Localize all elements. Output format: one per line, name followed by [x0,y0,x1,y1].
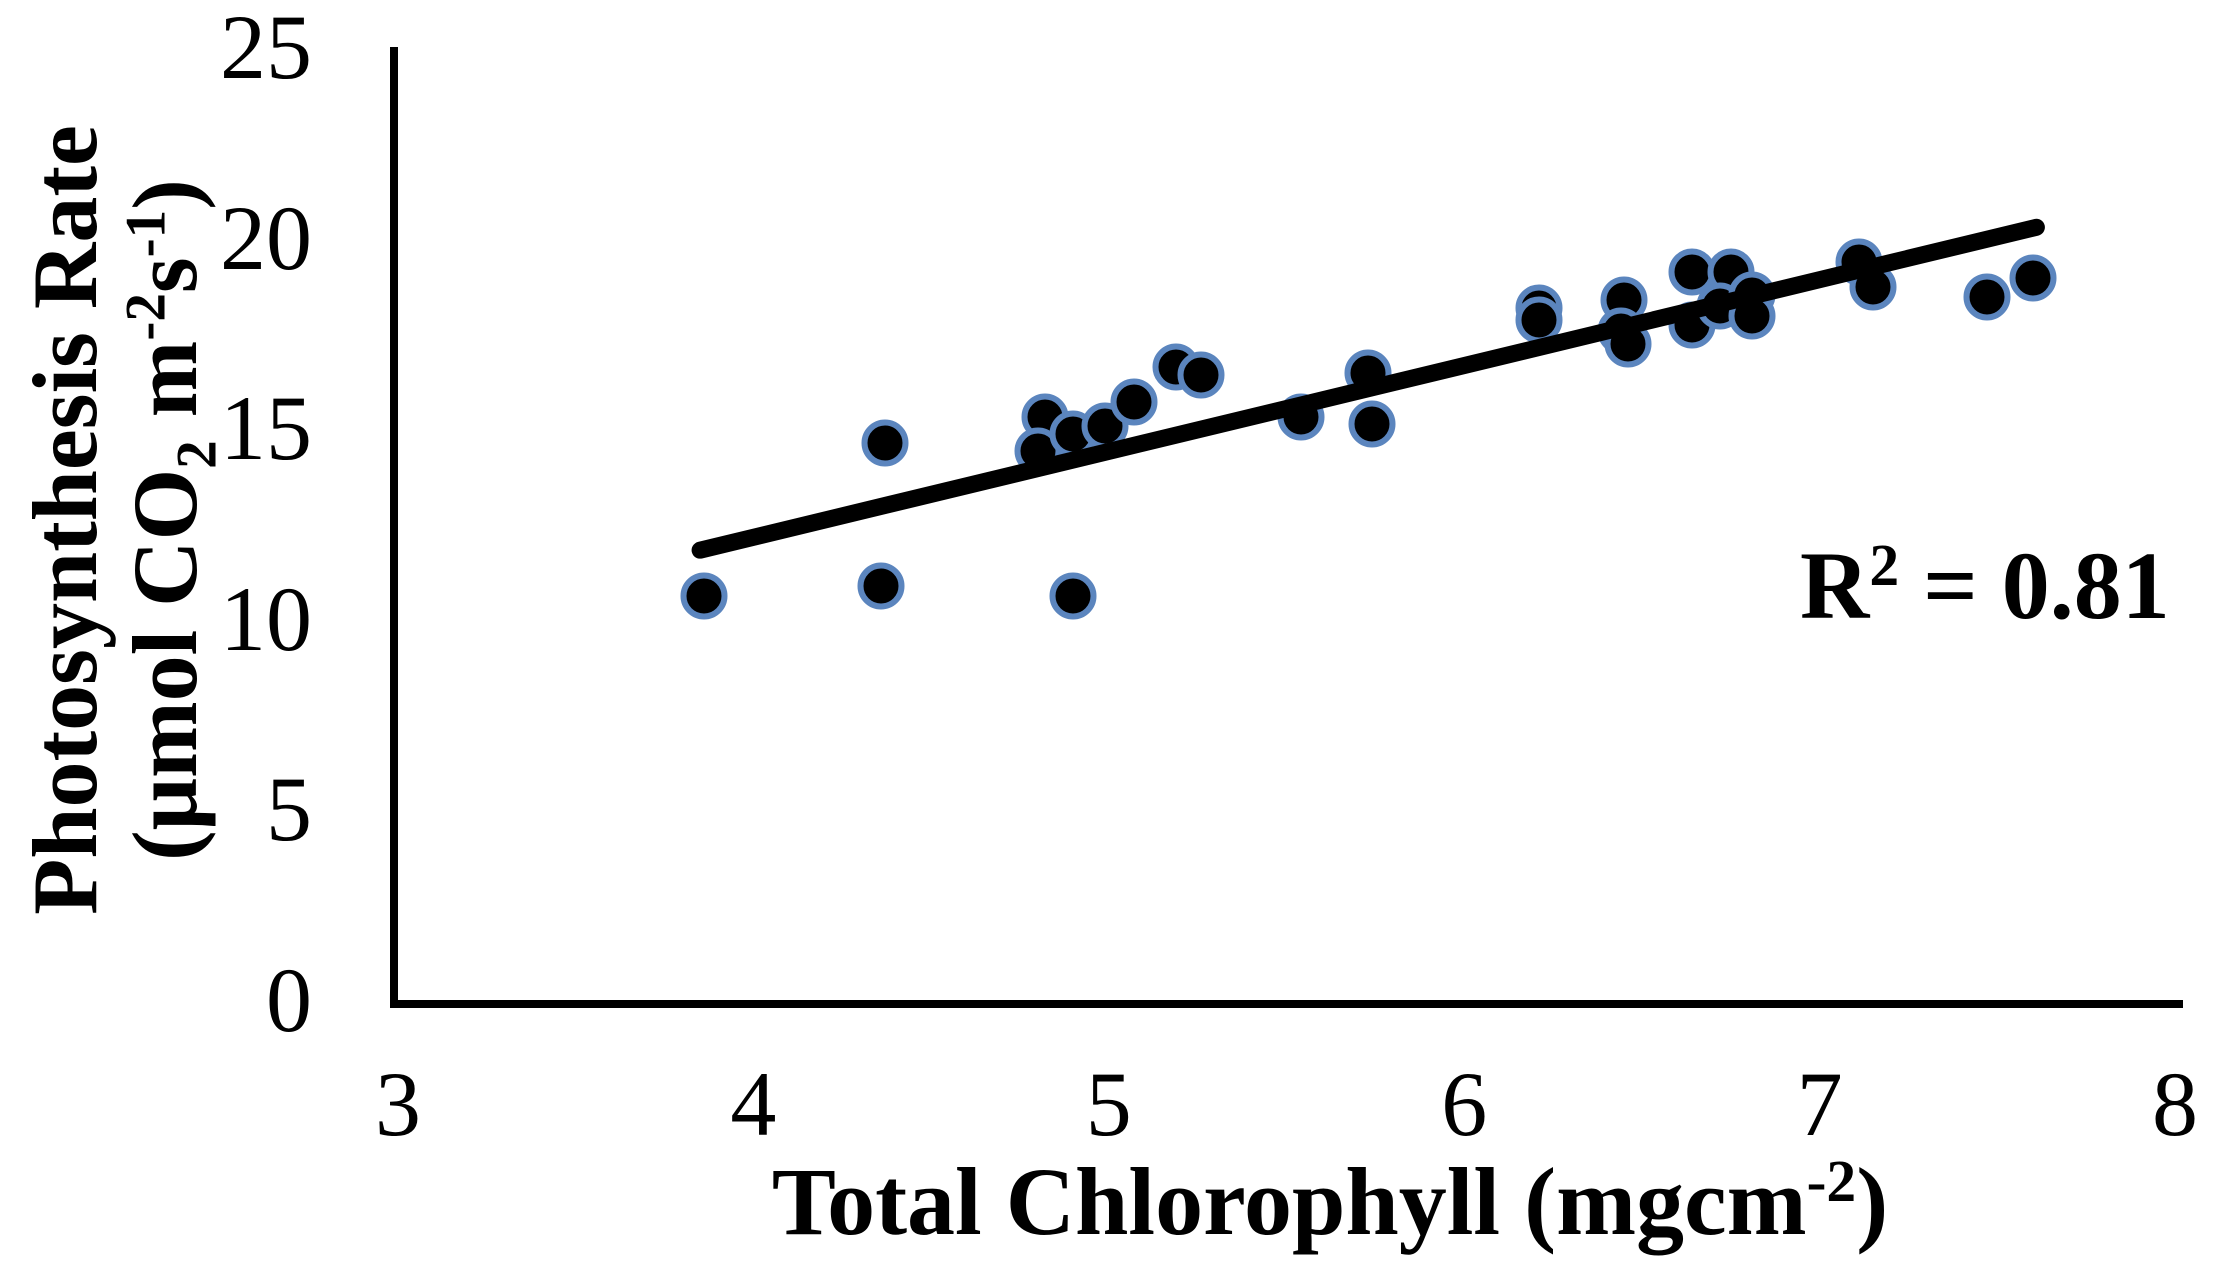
y-axis-tick-labels: 0 5 10 15 20 25 [60,1,312,1046]
data-point [1277,393,1325,441]
data-point [680,572,728,620]
data-point [1728,292,1776,340]
r-squared-label: R2 = 0.81 [1800,535,2170,634]
x-tick-label: 6 [1441,1053,1488,1155]
data-point [861,419,909,467]
r-squared-value: = 0.81 [1899,532,2170,639]
data-point [2009,254,2057,302]
y-tick-label: 10 [220,567,312,670]
x-tick-label: 7 [1796,1053,1843,1155]
x-tick-label: 4 [730,1053,777,1155]
data-point [1515,296,1563,344]
x-tick-label: 3 [375,1053,421,1155]
data-point [1344,349,1392,397]
data-point [1110,378,1158,426]
x-axis-title-superscript: -2 [1806,1148,1857,1214]
r-squared-r: R [1800,532,1870,639]
data-point [857,562,905,610]
data-point [1049,572,1097,620]
y-axis-line [390,47,398,1008]
data-point [1177,351,1225,399]
x-axis-title: Total Chlorophyll (mgcm-2) [430,1151,2220,1253]
data-point [1348,400,1396,448]
data-point [1963,273,2011,321]
x-tick-label: 5 [1085,1053,1132,1155]
plot-area [398,47,2175,1000]
trendline-svg [691,218,2045,559]
y-tick-label: 5 [266,758,312,861]
x-tick-label: 8 [2152,1053,2198,1155]
y-tick-label: 25 [220,0,312,98]
x-axis-line [390,1000,2183,1008]
data-point [1604,320,1652,368]
x-axis-tick-labels: 3 4 5 6 7 8 [375,1053,2198,1178]
r-squared-exponent: 2 [1869,532,1900,598]
y-tick-label: 15 [220,377,312,480]
y-tick-label: 20 [220,186,312,289]
x-axis-title-text: Total Chlorophyll (mgcm [771,1148,1807,1255]
x-axis-title-close: ) [1856,1148,1889,1255]
y-tick-label: 0 [266,949,312,1051]
data-point [1849,263,1897,311]
